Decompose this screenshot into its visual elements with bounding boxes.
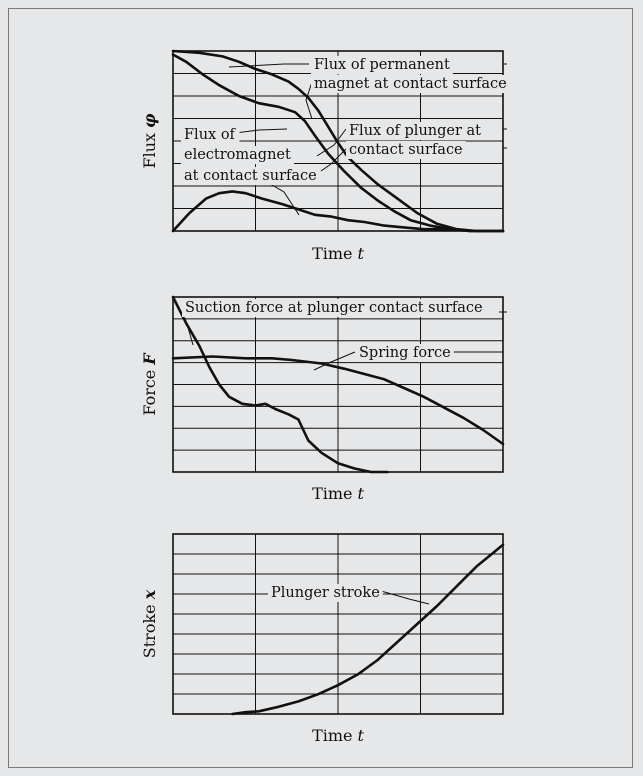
force-y-axis-word: Force [140, 370, 159, 416]
flux-series-3-line [171, 190, 505, 233]
force-series-1-label: Suction force at plunger contact surface [185, 300, 483, 316]
flux-series-label-bg [311, 56, 453, 74]
figure-frame: Flux of permanent magnet at contact surfa… [8, 8, 633, 768]
flux-y-axis-word: Flux [140, 133, 159, 169]
flux-series-3-label: Flux of [184, 127, 237, 143]
flux-leader-line [316, 128, 347, 157]
stroke-x-axis-label: Time t [312, 726, 364, 745]
force-x-axis-symbol: t [358, 484, 365, 503]
flux-leader-line [305, 81, 313, 120]
stroke-y-axis-label: Stroke x [140, 589, 159, 658]
force-leader-line [313, 351, 356, 371]
flux-series-label-bg [181, 167, 320, 185]
flux-series-2-label: contact surface [349, 142, 463, 158]
flux-series-3-label: electromagnet [184, 147, 291, 163]
force-x-axis-label: Time t [312, 484, 364, 503]
flux-leader-line [228, 63, 309, 68]
flux-series-label-bg [311, 75, 510, 93]
flux-x-axis-symbol: t [358, 244, 365, 263]
stroke-series-label-bg [268, 584, 383, 602]
flux-series-3-label: at contact surface [184, 168, 317, 184]
force-series-label-bg [182, 299, 486, 317]
force-leader-line [184, 317, 194, 346]
flux-y-axis-label: Flux φ [140, 113, 159, 169]
stroke-x-axis-symbol: t [358, 726, 365, 745]
stroke-y-axis-word: Stroke [140, 604, 159, 658]
flux-series-label-bg [181, 146, 295, 164]
force-series-2-line [171, 355, 505, 446]
flux-series-2-label: Flux of plunger at [349, 123, 481, 139]
figure-canvas: Flux of permanent magnet at contact surfa… [140, 49, 510, 745]
stroke-x-axis-word: Time [312, 726, 352, 745]
flux-series-2-line [171, 53, 505, 233]
stroke-series-1-label: Plunger stroke [271, 585, 380, 601]
force-series-1-line [171, 295, 389, 474]
flux-leader-line [320, 148, 347, 172]
stroke-leader-line [380, 590, 430, 605]
force-x-axis-word: Time [312, 484, 352, 503]
flux-series-label-bg [346, 141, 466, 159]
force-series-2-label: Spring force [359, 345, 451, 361]
flux-x-axis-label: Time t [312, 244, 364, 263]
flux-series-label-bg [181, 126, 240, 144]
stroke-y-axis-symbol: x [140, 589, 159, 600]
flux-chart: Flux of permanent magnet at contact surfa… [140, 49, 510, 263]
flux-series-1-label: magnet at contact surface [314, 76, 507, 92]
flux-series-1-label: Flux of permanent [314, 57, 450, 73]
stroke-series-1-line [231, 543, 505, 716]
force-series-label-bg [356, 344, 454, 362]
flux-y-axis-symbol: φ [140, 113, 159, 128]
flux-series-1-line [171, 49, 505, 233]
force-y-axis-symbol: F [140, 352, 159, 366]
force-y-axis-label: Force F [140, 352, 159, 416]
stroke-chart: Plunger stroke Time t Stroke x [140, 533, 505, 745]
flux-series-label-bg [346, 122, 485, 140]
flux-x-axis-word: Time [312, 244, 352, 263]
force-chart: Suction force at plunger contact surface… [140, 295, 507, 503]
